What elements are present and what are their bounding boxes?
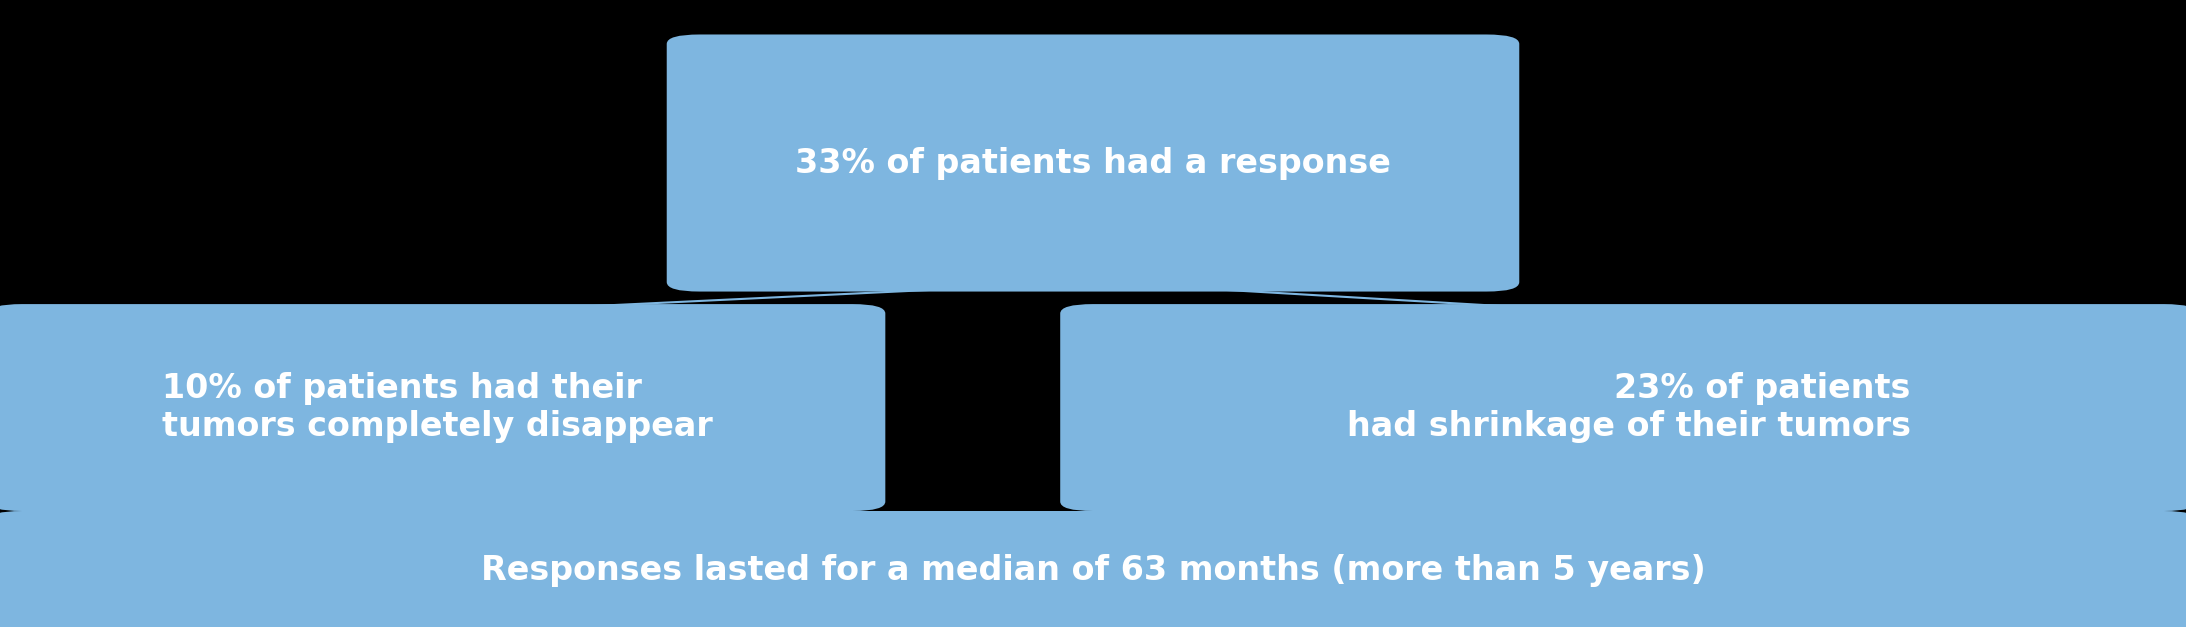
Text: 33% of patients had a response: 33% of patients had a response — [796, 147, 1390, 179]
FancyBboxPatch shape — [667, 34, 1519, 292]
Text: Responses lasted for a median of 63 months (more than 5 years): Responses lasted for a median of 63 mont… — [481, 554, 1705, 587]
FancyBboxPatch shape — [0, 304, 885, 511]
FancyBboxPatch shape — [1060, 304, 2186, 511]
Text: 10% of patients had their
tumors completely disappear: 10% of patients had their tumors complet… — [162, 372, 713, 443]
Text: 23% of patients
had shrinkage of their tumors: 23% of patients had shrinkage of their t… — [1347, 372, 1911, 443]
FancyBboxPatch shape — [0, 511, 2186, 627]
